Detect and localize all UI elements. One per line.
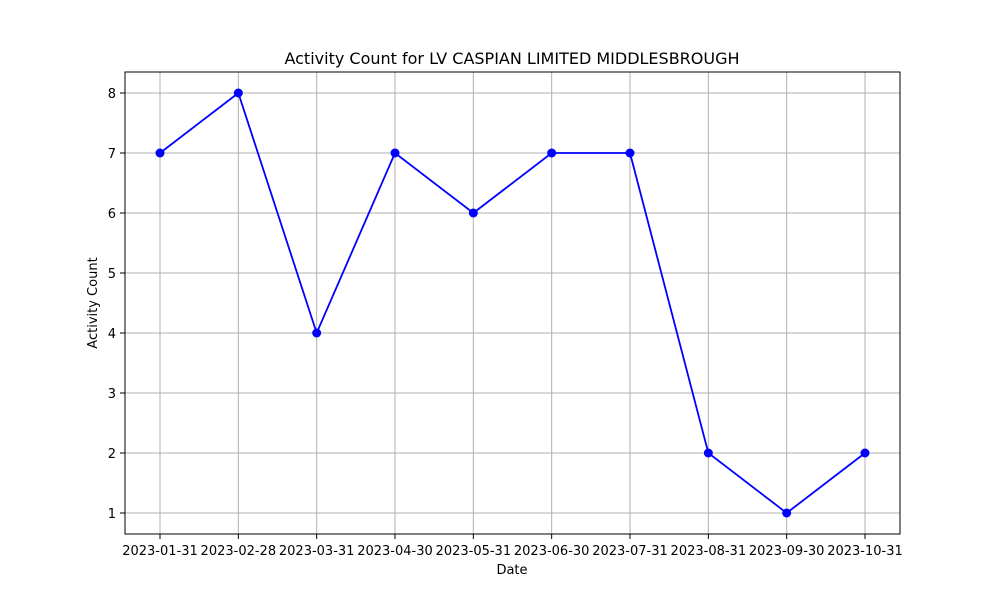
data-point <box>390 148 400 158</box>
x-tick-label: 2023-07-31 <box>592 544 668 559</box>
y-tick-label: 1 <box>108 507 116 522</box>
series-line <box>159 91 866 515</box>
y-tick-label: 3 <box>108 387 116 402</box>
data-point <box>547 148 557 158</box>
data-point <box>155 148 165 158</box>
y-tick-label: 2 <box>108 447 116 462</box>
y-axis-label: Activity Count <box>86 257 101 348</box>
x-axis-label: Date <box>496 563 527 578</box>
y-tick-label: 5 <box>108 267 116 282</box>
series-layer <box>155 88 870 518</box>
data-point <box>233 88 243 98</box>
x-tick-label: 2023-05-31 <box>436 544 512 559</box>
axis-ticks: 2023-01-31 2023-02-28 2023-03-31 2023-04-30… <box>108 87 903 559</box>
x-tick-label: 2023-02-28 <box>201 544 277 559</box>
data-point <box>312 328 322 338</box>
x-tick-label: 2023-01-31 <box>122 544 198 559</box>
x-tick-label: 2023-06-30 <box>514 544 590 559</box>
plot-frame <box>124 71 901 535</box>
x-tick-label: 2023-09-30 <box>749 544 825 559</box>
y-tick-label: 8 <box>108 87 116 102</box>
y-tick-label: 7 <box>108 147 116 162</box>
y-tick-label: 6 <box>108 207 116 222</box>
chart-title: Activity Count for LV CASPIAN LIMITED MI… <box>284 49 739 68</box>
data-point <box>703 448 713 458</box>
x-tick-label: 2023-08-31 <box>671 544 747 559</box>
data-point <box>782 508 792 518</box>
data-point <box>625 148 635 158</box>
x-tick-label: 2023-04-30 <box>357 544 433 559</box>
x-tick-label: 2023-03-31 <box>279 544 355 559</box>
data-point <box>468 208 478 218</box>
data-point <box>860 448 870 458</box>
x-tick-label: 2023-10-31 <box>827 544 903 559</box>
y-tick-label: 4 <box>108 327 116 342</box>
